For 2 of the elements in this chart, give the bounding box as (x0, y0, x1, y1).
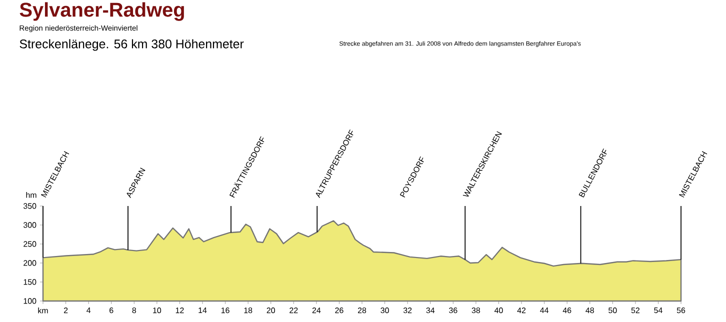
chart-title: Sylvaner-Radweg (20, 2, 184, 21)
text: Streckenlänege. 56 km 380 Höhenmeter (20, 39, 244, 51)
